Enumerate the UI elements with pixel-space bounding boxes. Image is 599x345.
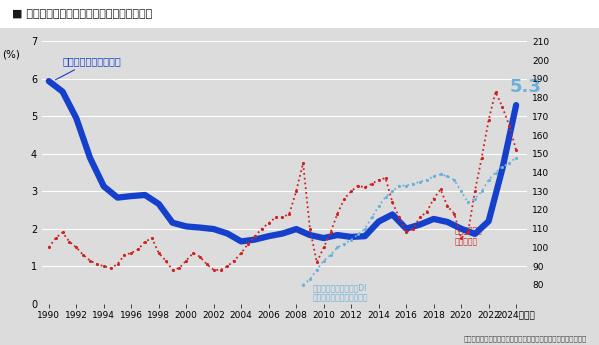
- Text: (%): (%): [2, 49, 20, 59]
- Text: 5.3: 5.3: [509, 78, 541, 96]
- Text: 主要企業春季㛈上げ率: 主要企業春季㛈上げ率: [55, 56, 121, 80]
- Text: 輸入物価指数
（右目盛）: 輸入物価指数 （右目盛）: [454, 227, 482, 246]
- Text: 労働者過不足状況判断DI
（常用労働者）（右目盛）: 労働者過不足状況判断DI （常用労働者）（右目盛）: [313, 283, 368, 303]
- Text: （出所）厨生労働省「民間主要企業春季㛈上げ要求・妥結状況」: （出所）厨生労働省「民間主要企業春季㛈上げ要求・妥結状況」: [464, 335, 587, 342]
- Text: ■ 人出不足・インフレ経済を見通した㛈上げ: ■ 人出不足・インフレ経済を見通した㛈上げ: [12, 9, 152, 19]
